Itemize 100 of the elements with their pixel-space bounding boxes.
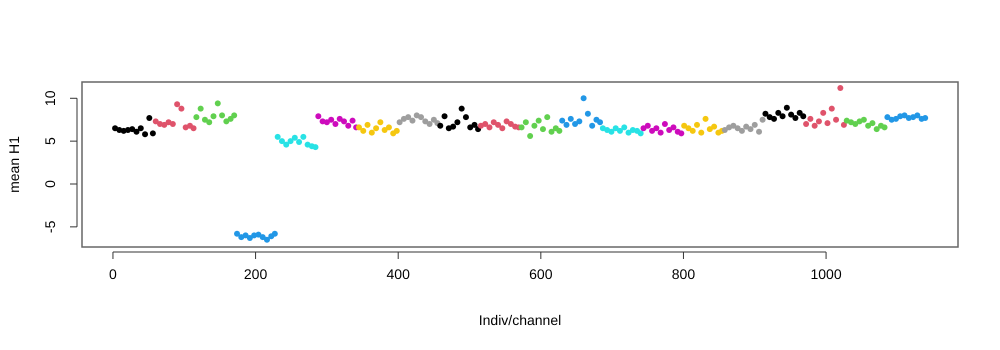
- point: [462, 114, 469, 120]
- point: [702, 116, 709, 122]
- x-axis-title: Indiv/channel: [478, 312, 562, 328]
- y-tick-label: 0: [42, 180, 58, 188]
- point: [860, 116, 867, 123]
- y-axis-title: mean H1: [6, 136, 22, 193]
- point: [626, 130, 632, 136]
- point: [364, 122, 371, 128]
- point: [522, 119, 529, 126]
- point: [922, 115, 928, 121]
- point: [315, 113, 322, 120]
- point: [681, 122, 688, 129]
- point: [833, 116, 840, 123]
- point: [800, 113, 806, 120]
- point: [178, 106, 184, 112]
- point: [174, 101, 180, 108]
- point: [458, 106, 465, 112]
- point: [589, 122, 596, 129]
- point: [722, 127, 728, 133]
- point: [649, 128, 656, 134]
- point: [621, 124, 628, 130]
- x-tick-label: 1000: [810, 266, 842, 282]
- point: [206, 119, 212, 126]
- point: [350, 118, 356, 124]
- x-tick-label: 400: [386, 266, 410, 282]
- point: [146, 115, 152, 121]
- point: [690, 128, 696, 134]
- point: [193, 114, 200, 120]
- x-tick-label: 0: [109, 266, 118, 282]
- point: [747, 126, 754, 132]
- point: [426, 121, 433, 127]
- y-tick-label: 5: [42, 137, 58, 146]
- point: [584, 110, 591, 117]
- point: [816, 118, 822, 124]
- point: [869, 120, 876, 126]
- point: [902, 112, 908, 118]
- point: [332, 121, 338, 127]
- point: [874, 126, 880, 132]
- point: [198, 106, 204, 112]
- point: [373, 125, 380, 132]
- point: [129, 126, 136, 132]
- point: [150, 130, 156, 136]
- point: [544, 114, 550, 120]
- point: [356, 124, 362, 130]
- point: [556, 128, 562, 134]
- point: [738, 128, 745, 134]
- point: [743, 124, 750, 130]
- point: [666, 127, 672, 133]
- y-tick-label: 10: [42, 90, 58, 106]
- point: [775, 110, 782, 116]
- point: [499, 125, 506, 132]
- point: [548, 128, 555, 135]
- point: [678, 130, 684, 136]
- point: [527, 133, 534, 139]
- point: [780, 113, 786, 120]
- point: [540, 126, 546, 132]
- point: [223, 118, 230, 124]
- point: [418, 114, 424, 120]
- point: [760, 116, 766, 123]
- point: [508, 121, 514, 127]
- point: [576, 118, 582, 124]
- point: [531, 122, 538, 129]
- point: [536, 118, 542, 124]
- x-tick-label: 200: [244, 266, 268, 282]
- point: [190, 125, 197, 132]
- point: [442, 113, 448, 120]
- point: [450, 124, 456, 130]
- point: [234, 230, 240, 237]
- point: [300, 134, 306, 140]
- point: [568, 116, 574, 122]
- point: [865, 122, 872, 129]
- point: [288, 138, 294, 144]
- point: [504, 118, 510, 124]
- point: [214, 100, 221, 106]
- point: [828, 106, 835, 112]
- point: [274, 134, 281, 140]
- point: [283, 142, 290, 148]
- point: [807, 116, 814, 122]
- point: [812, 122, 818, 129]
- point: [563, 122, 570, 128]
- point: [914, 112, 920, 118]
- point: [820, 110, 826, 116]
- point: [824, 120, 830, 126]
- point: [437, 122, 444, 129]
- point: [345, 122, 352, 129]
- point: [608, 128, 614, 135]
- point: [228, 116, 234, 122]
- point: [662, 121, 668, 127]
- point: [272, 230, 278, 237]
- point: [837, 85, 844, 91]
- point: [882, 124, 888, 130]
- point: [360, 128, 366, 134]
- point: [638, 130, 644, 136]
- x-tick-label: 600: [529, 266, 553, 282]
- point: [670, 124, 676, 130]
- point: [260, 234, 266, 240]
- point: [409, 118, 416, 124]
- x-tick-label: 800: [672, 266, 696, 282]
- point: [341, 118, 347, 124]
- point: [644, 122, 651, 129]
